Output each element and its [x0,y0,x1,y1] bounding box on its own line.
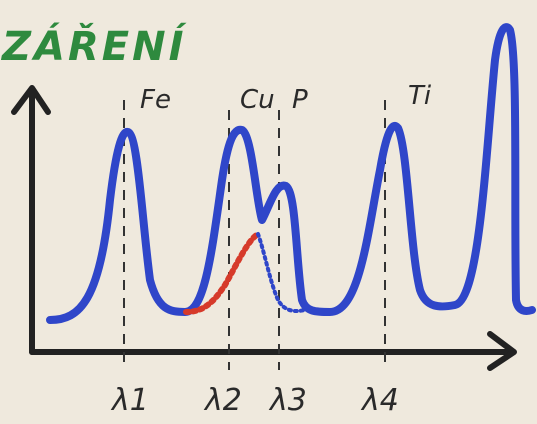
element-label: Ti [408,81,432,111]
element-label: Cu [240,85,275,115]
wavelength-label: λ4 [360,383,399,418]
page: ZÁŘENÍ Fe Cu P Ti λ1 λ2 λ3 λ4 (() => { c… [0,0,537,424]
element-label: P [292,85,308,115]
wavelength-label: λ2 [203,383,242,418]
title: ZÁŘENÍ [0,22,187,70]
element-label: Fe [140,85,171,115]
wavelength-label: λ1 [110,383,149,418]
wavelength-label: λ3 [268,383,307,418]
sketch: ZÁŘENÍ Fe Cu P Ti λ1 λ2 λ3 λ4 [0,0,537,424]
